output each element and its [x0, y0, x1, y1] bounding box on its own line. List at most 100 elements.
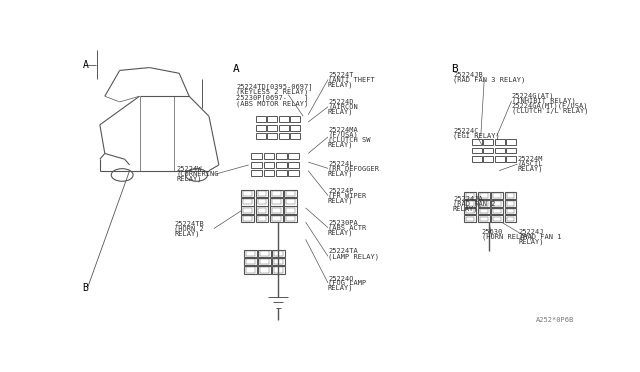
Bar	[257, 199, 266, 205]
Text: (RAD FAN 2: (RAD FAN 2	[453, 201, 495, 208]
Bar	[478, 200, 490, 207]
Bar	[495, 156, 504, 162]
Text: 25230PA: 25230PA	[328, 220, 358, 226]
Bar	[243, 191, 252, 196]
Text: 25224JA: 25224JA	[453, 196, 483, 202]
Text: RELAY): RELAY)	[328, 81, 353, 88]
Bar	[243, 199, 252, 205]
Bar	[478, 192, 490, 199]
Text: RELAY): RELAY)	[453, 206, 479, 212]
Bar	[493, 201, 501, 206]
Bar	[257, 191, 266, 196]
Bar	[491, 208, 503, 215]
Text: 25224G(AT): 25224G(AT)	[511, 93, 554, 99]
Text: (EGI RELAY): (EGI RELAY)	[453, 132, 500, 139]
Text: (HORN RELAY): (HORN RELAY)	[482, 234, 532, 240]
Bar	[241, 190, 254, 197]
Bar	[483, 148, 493, 154]
Bar	[260, 267, 269, 273]
Bar	[472, 156, 482, 162]
Bar	[272, 191, 281, 196]
Bar	[472, 148, 482, 154]
Bar	[491, 200, 503, 207]
Bar	[264, 170, 275, 176]
Text: RELAY): RELAY)	[328, 141, 353, 148]
Bar	[467, 193, 474, 198]
Text: RELAY): RELAY)	[328, 108, 353, 115]
Text: 25224M: 25224M	[518, 156, 543, 162]
Text: 25224T: 25224T	[328, 72, 353, 78]
Text: RELAY): RELAY)	[177, 176, 202, 182]
Bar	[251, 153, 262, 159]
Bar	[284, 206, 297, 214]
Bar	[256, 134, 266, 139]
Text: 25224TD[0395-0697]: 25224TD[0395-0697]	[236, 83, 313, 90]
Text: (FR WIPER: (FR WIPER	[328, 192, 366, 199]
Bar	[286, 208, 295, 213]
Bar	[288, 161, 300, 168]
Bar	[483, 139, 493, 145]
Bar	[272, 216, 281, 221]
Text: (INHIBIT RELAY): (INHIBIT RELAY)	[511, 98, 575, 104]
Bar	[273, 266, 285, 274]
Bar	[276, 161, 287, 168]
Bar	[243, 216, 252, 221]
Text: (RAD FAN 3 RELAY): (RAD FAN 3 RELAY)	[453, 76, 525, 83]
Bar	[472, 139, 482, 145]
Bar	[465, 208, 476, 215]
Bar	[467, 209, 474, 214]
Text: (AIRCON: (AIRCON	[328, 103, 358, 110]
Bar	[276, 170, 287, 176]
Bar	[483, 156, 493, 162]
Bar	[241, 206, 254, 214]
Bar	[273, 258, 285, 266]
Bar	[504, 215, 516, 222]
Text: (F/USA): (F/USA)	[328, 131, 358, 138]
Bar	[288, 170, 300, 176]
Text: A252*0P6B: A252*0P6B	[536, 317, 575, 323]
Text: 25224L: 25224L	[328, 160, 353, 167]
Bar	[268, 134, 277, 139]
Text: (CLUTCH I/L RELAY): (CLUTCH I/L RELAY)	[511, 108, 588, 114]
Bar	[493, 209, 501, 214]
Bar	[258, 266, 271, 274]
Text: RELAY): RELAY)	[328, 285, 353, 291]
Text: RELAY): RELAY)	[328, 170, 353, 176]
Text: (FOG LAMP: (FOG LAMP	[328, 280, 366, 286]
Bar	[465, 215, 476, 222]
Text: 25224P: 25224P	[328, 188, 353, 194]
Text: 25224C: 25224C	[453, 128, 479, 134]
Bar	[480, 201, 488, 206]
Bar	[465, 192, 476, 199]
Text: 25224J: 25224J	[519, 229, 545, 235]
Text: 25224Q: 25224Q	[328, 275, 353, 281]
Bar	[286, 191, 295, 196]
Bar	[507, 193, 515, 198]
Bar	[495, 139, 504, 145]
Bar	[272, 208, 281, 213]
Bar	[264, 161, 275, 168]
Text: 25224GA(MT)(F/USA): 25224GA(MT)(F/USA)	[511, 103, 588, 109]
Bar	[270, 190, 283, 197]
Bar	[275, 267, 284, 273]
Bar	[275, 251, 284, 256]
Bar	[465, 200, 476, 207]
Bar	[244, 266, 257, 274]
Bar	[467, 201, 474, 206]
Text: RELAY): RELAY)	[174, 230, 200, 237]
Text: RELAY): RELAY)	[328, 229, 353, 236]
Bar	[256, 116, 266, 122]
Bar	[258, 258, 271, 266]
Bar	[480, 193, 488, 198]
Bar	[255, 190, 269, 197]
Bar	[493, 217, 501, 221]
Bar	[241, 198, 254, 206]
Text: B: B	[83, 283, 88, 293]
Text: RELAY): RELAY)	[518, 166, 543, 172]
Bar	[493, 193, 501, 198]
Bar	[291, 116, 300, 122]
Bar	[255, 206, 269, 214]
Text: 25230P[0697-    ]: 25230P[0697- ]	[236, 94, 308, 101]
Bar	[268, 116, 277, 122]
Bar	[246, 251, 255, 256]
